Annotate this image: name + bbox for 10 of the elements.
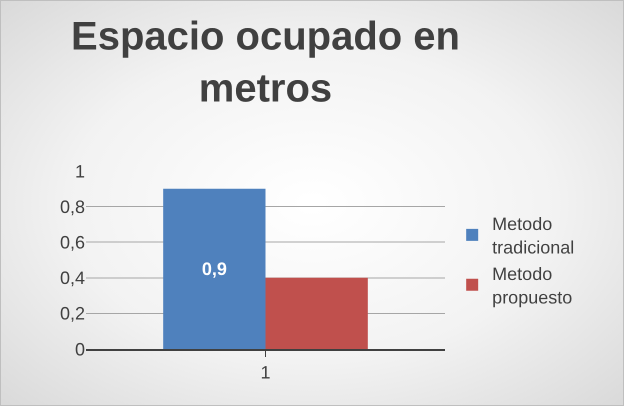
y-tick-label: 0,6	[60, 232, 85, 252]
y-tick-label: 1	[74, 161, 85, 182]
y-tick-label: 0,4	[60, 268, 85, 288]
y-tick-label: 0,8	[60, 196, 85, 217]
y-tick-label: 0,2	[60, 304, 85, 324]
data-label: 0,9	[202, 258, 227, 279]
chart-title: Espacio ocupado en metros	[71, 14, 460, 111]
legend-label: Metodo propuesto	[492, 264, 572, 308]
y-tick-label: 0	[74, 339, 85, 360]
legend-label: Metodo tradicional	[492, 214, 574, 258]
